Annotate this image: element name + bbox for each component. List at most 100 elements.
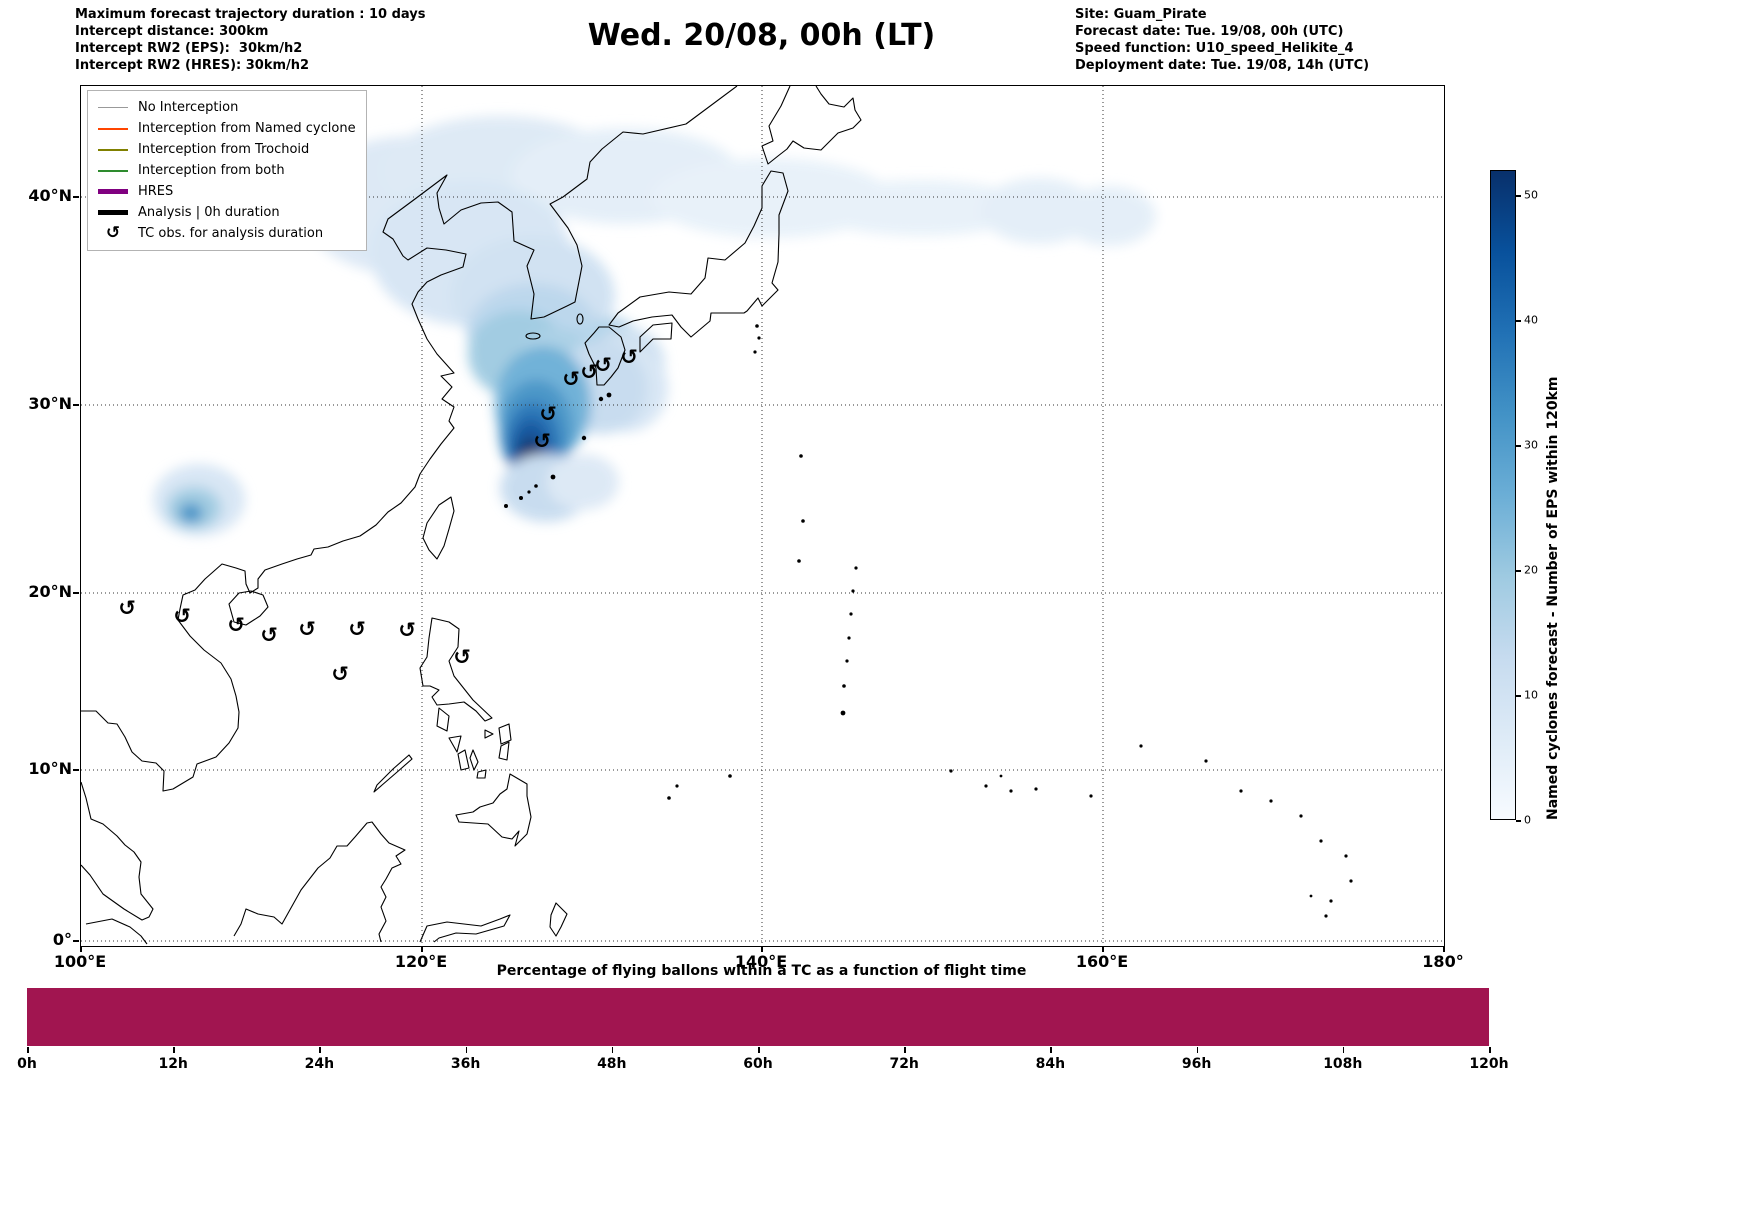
bottom-tick-mark xyxy=(1050,1047,1052,1053)
bottom-tick-mark xyxy=(319,1047,321,1053)
legend-label: HRES xyxy=(138,184,174,199)
density-blob xyxy=(1062,186,1156,246)
map-svg: ↺ ↺↺ ↺↺↺↺ ↺ ↺ ↺ ↺ ↺ ↺↺↺ xyxy=(81,86,1444,946)
bottom-tick-mark xyxy=(758,1047,760,1053)
legend-label: TC obs. for analysis duration xyxy=(138,226,324,241)
colorbar-tick-label: 10 xyxy=(1524,688,1538,702)
legend-item: HRES xyxy=(96,181,356,202)
max-duration-text: Maximum forecast trajectory duration : 1… xyxy=(75,7,426,22)
y-tick-label: 0° xyxy=(52,930,72,949)
colorbar-tick-mark xyxy=(1516,570,1521,572)
legend-line-sample xyxy=(96,148,130,151)
tc-obs-symbol: ↺ xyxy=(173,604,191,628)
colorbar-tick-mark xyxy=(1516,445,1521,447)
bottom-tick-label: 48h xyxy=(597,1056,627,1072)
x-tick-mark xyxy=(761,946,763,952)
tc-obs-symbol: ↺ xyxy=(298,617,316,641)
legend-item: Interception from both xyxy=(96,160,356,181)
bottom-tick-label: 24h xyxy=(304,1056,335,1072)
bottom-tick-label: 84h xyxy=(1035,1056,1066,1072)
x-tick-mark xyxy=(421,946,423,952)
header-left-block: Maximum forecast trajectory duration : 1… xyxy=(75,6,426,74)
colorbar-tick-label: 50 xyxy=(1524,188,1538,202)
colorbar-tick-label: 30 xyxy=(1524,438,1538,452)
tc-obs-symbol: ↺ xyxy=(580,360,598,384)
x-tick-label: 160°E xyxy=(1075,952,1129,971)
bottom-tick-mark xyxy=(465,1047,468,1053)
colorbar-tick-mark xyxy=(1516,820,1521,822)
tc-obs-symbol: ↺ xyxy=(331,662,349,686)
map-legend: No Interception Interception from Named c… xyxy=(87,90,367,251)
bottom-tick-label: 120h xyxy=(1469,1056,1509,1072)
bottom-tick-mark xyxy=(1342,1047,1345,1053)
bottom-tick-mark xyxy=(27,1047,29,1053)
density-blob xyxy=(179,503,203,523)
tc-obs-symbol: ↺ xyxy=(594,353,612,377)
bottom-tick-mark xyxy=(1489,1047,1491,1053)
tc-obs-layer: ↺ ↺↺ ↺↺↺↺ ↺ ↺ ↺ ↺ ↺ ↺↺↺ xyxy=(118,345,638,686)
legend-label: Interception from Trochoid xyxy=(138,142,310,157)
small-islands-layer xyxy=(504,324,1353,918)
legend-line xyxy=(98,127,128,130)
legend-line xyxy=(98,106,128,109)
colorbar-gradient xyxy=(1490,170,1516,820)
y-tick-label: 40°N xyxy=(28,186,72,205)
bottom-chart-title: Percentage of flying ballons within a TC… xyxy=(496,963,1027,979)
legend-line xyxy=(98,210,128,215)
cyclone-density-layer xyxy=(153,116,1156,536)
legend-line-sample xyxy=(96,189,130,194)
y-tick-mark xyxy=(73,196,79,198)
bottom-tick-label: 60h xyxy=(743,1056,773,1072)
x-tick-label: 140°E xyxy=(734,952,788,971)
tc-obs-symbol-icon: ↺ xyxy=(105,223,121,243)
tc-obs-symbol: ↺ xyxy=(562,367,580,391)
tc-obs-symbol: ↺ xyxy=(620,345,638,369)
colorbar-tick-mark xyxy=(1516,195,1521,197)
tc-obs-symbol: ↺ xyxy=(118,596,136,620)
header-right-block: Site: Guam_Pirate Forecast date: Tue. 19… xyxy=(1075,6,1369,74)
legend-line xyxy=(98,189,128,194)
deployment-date-text: Deployment date: Tue. 19/08, 14h (UTC) xyxy=(1075,58,1370,73)
legend-line-sample xyxy=(96,210,130,215)
bottom-tick-label: 72h xyxy=(889,1056,919,1072)
colorbar-tick-mark xyxy=(1516,695,1521,697)
bottom-tick-mark xyxy=(611,1047,614,1053)
density-blob xyxy=(811,180,1031,236)
legend-line-sample xyxy=(96,169,130,172)
colorbar-tick-label: 0 xyxy=(1524,813,1531,827)
y-tick-mark xyxy=(73,940,79,942)
legend-label: Interception from Named cyclone xyxy=(138,121,356,136)
y-tick-label: 10°N xyxy=(28,759,72,778)
y-tick-mark xyxy=(73,769,79,771)
legend-item: Interception from Named cyclone xyxy=(96,118,356,139)
tc-obs-symbol: ↺ xyxy=(348,617,366,641)
tc-obs-symbol: ↺ xyxy=(260,623,278,647)
tc-obs-symbol: ↺ xyxy=(453,645,471,669)
balloon-percentage-bar xyxy=(27,988,1489,1046)
y-tick-mark xyxy=(73,404,79,406)
speed-function-text: Speed function: U10_speed_Helikite_4 xyxy=(1075,41,1354,56)
legend-item: ↺ TC obs. for analysis duration xyxy=(96,223,356,244)
site-text: Site: Guam_Pirate xyxy=(1075,7,1207,22)
graticule-layer xyxy=(81,86,1444,946)
colorbar-label: Named cyclones forecast - Number of EPS … xyxy=(1545,376,1561,820)
tc-obs-symbol: ↺ xyxy=(539,402,557,426)
coastline-layer xyxy=(81,86,862,945)
x-tick-mark xyxy=(1443,946,1445,952)
forecast-date-text: Forecast date: Tue. 19/08, 00h (UTC) xyxy=(1075,24,1344,39)
tc-obs-symbol: ↺ xyxy=(533,429,551,453)
tc-obs-symbol: ↺ xyxy=(398,618,416,642)
y-tick-mark xyxy=(73,592,79,594)
bottom-tick-mark xyxy=(173,1047,175,1053)
density-blob xyxy=(547,454,619,510)
legend-item: Interception from Trochoid xyxy=(96,139,356,160)
y-tick-label: 20°N xyxy=(28,582,72,601)
x-tick-mark xyxy=(80,946,82,952)
legend-line xyxy=(98,148,128,151)
legend-item: No Interception xyxy=(96,97,356,118)
legend-line xyxy=(98,169,128,172)
intercept-rw2-eps-text: Intercept RW2 (EPS): 30km/h2 xyxy=(75,41,303,56)
bottom-tick-label: 108h xyxy=(1323,1056,1363,1072)
intercept-distance-text: Intercept distance: 300km xyxy=(75,24,269,39)
